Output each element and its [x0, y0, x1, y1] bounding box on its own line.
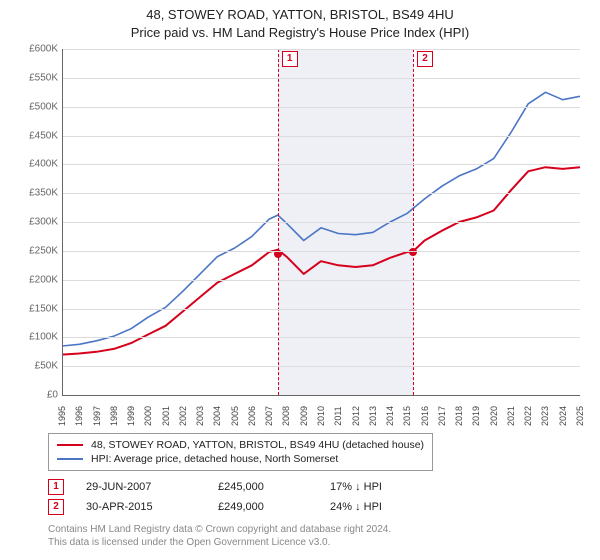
- x-tick-label: 2014: [385, 402, 395, 430]
- gridline: [62, 309, 580, 310]
- x-tick-label: 2016: [420, 402, 430, 430]
- y-tick-label: £350K: [12, 188, 58, 199]
- legend-swatch-property: [57, 444, 83, 446]
- event-row: 2 30-APR-2015 £249,000 24% ↓ HPI: [48, 497, 588, 517]
- y-axis: [62, 49, 63, 395]
- legend-row: 48, STOWEY ROAD, YATTON, BRISTOL, BS49 4…: [57, 438, 424, 452]
- x-tick-label: 2012: [351, 402, 361, 430]
- y-tick-label: £500K: [12, 101, 58, 112]
- footnote: Contains HM Land Registry data © Crown c…: [48, 523, 588, 549]
- x-tick-label: 2007: [264, 402, 274, 430]
- x-tick-label: 2010: [316, 402, 326, 430]
- gridline: [62, 337, 580, 338]
- event-price: £245,000: [218, 481, 308, 493]
- gridline: [62, 222, 580, 223]
- y-tick-label: £600K: [12, 44, 58, 55]
- x-tick-label: 2002: [178, 402, 188, 430]
- x-tick-label: 2008: [281, 402, 291, 430]
- gridline: [62, 251, 580, 252]
- gridline: [62, 164, 580, 165]
- sale-events: 1 29-JUN-2007 £245,000 17% ↓ HPI 2 30-AP…: [48, 477, 588, 517]
- event-delta: 24% ↓ HPI: [330, 501, 430, 513]
- series-property: [62, 167, 580, 354]
- x-tick-label: 1996: [74, 402, 84, 430]
- gridline: [62, 107, 580, 108]
- x-tick-label: 2009: [299, 402, 309, 430]
- legend-swatch-hpi: [57, 458, 83, 460]
- event-marker-1: 1: [48, 479, 64, 495]
- x-tick-label: 2023: [540, 402, 550, 430]
- x-tick-label: 2017: [437, 402, 447, 430]
- y-tick-label: £0: [12, 390, 58, 401]
- x-tick-label: 2018: [454, 402, 464, 430]
- title-line2: Price paid vs. HM Land Registry's House …: [12, 24, 588, 42]
- x-tick-label: 2005: [230, 402, 240, 430]
- y-tick-label: £50K: [12, 361, 58, 372]
- event-delta: 17% ↓ HPI: [330, 481, 430, 493]
- chart-title: 48, STOWEY ROAD, YATTON, BRISTOL, BS49 4…: [12, 6, 588, 41]
- x-tick-label: 2001: [161, 402, 171, 430]
- gridline: [62, 395, 580, 396]
- event-row: 1 29-JUN-2007 £245,000 17% ↓ HPI: [48, 477, 588, 497]
- x-tick-label: 2000: [143, 402, 153, 430]
- gridline: [62, 280, 580, 281]
- x-tick-label: 2003: [195, 402, 205, 430]
- x-tick-label: 1995: [57, 402, 67, 430]
- x-tick-label: 2013: [368, 402, 378, 430]
- gridline: [62, 49, 580, 50]
- x-tick-label: 2004: [212, 402, 222, 430]
- x-tick-label: 1998: [109, 402, 119, 430]
- event-date: 30-APR-2015: [86, 501, 196, 513]
- legend-row: HPI: Average price, detached house, Nort…: [57, 452, 424, 466]
- gridline: [62, 193, 580, 194]
- footnote-line: Contains HM Land Registry data © Crown c…: [48, 523, 588, 536]
- x-tick-label: 2025: [575, 402, 585, 430]
- x-tick-label: 2022: [523, 402, 533, 430]
- legend-label: 48, STOWEY ROAD, YATTON, BRISTOL, BS49 4…: [91, 439, 424, 451]
- gridline: [62, 78, 580, 79]
- x-tick-label: 2011: [333, 402, 343, 430]
- chart-area: 1 2 £0 £50K £100K £150K £200K £250K £300K £350K £…: [12, 45, 588, 425]
- footnote-line: This data is licensed under the Open Gov…: [48, 536, 588, 549]
- x-tick-label: 2021: [506, 402, 516, 430]
- event-date: 29-JUN-2007: [86, 481, 196, 493]
- sale-marker-box: 1: [282, 51, 298, 67]
- y-tick-label: £200K: [12, 274, 58, 285]
- title-line1: 48, STOWEY ROAD, YATTON, BRISTOL, BS49 4…: [12, 6, 588, 24]
- gridline: [62, 136, 580, 137]
- y-tick-label: £100K: [12, 332, 58, 343]
- y-tick-label: £550K: [12, 72, 58, 83]
- y-tick-label: £300K: [12, 217, 58, 228]
- x-tick-label: 2019: [471, 402, 481, 430]
- y-tick-label: £150K: [12, 303, 58, 314]
- x-tick-label: 2015: [402, 402, 412, 430]
- x-tick-label: 2006: [247, 402, 257, 430]
- x-tick-label: 1999: [126, 402, 136, 430]
- sale-marker-box: 2: [417, 51, 433, 67]
- x-tick-label: 2020: [489, 402, 499, 430]
- event-price: £249,000: [218, 501, 308, 513]
- gridline: [62, 366, 580, 367]
- x-tick-label: 2024: [558, 402, 568, 430]
- legend: 48, STOWEY ROAD, YATTON, BRISTOL, BS49 4…: [48, 433, 433, 471]
- event-marker-2: 2: [48, 499, 64, 515]
- legend-label: HPI: Average price, detached house, Nort…: [91, 453, 338, 465]
- y-tick-label: £400K: [12, 159, 58, 170]
- y-tick-label: £450K: [12, 130, 58, 141]
- y-tick-label: £250K: [12, 245, 58, 256]
- x-tick-label: 1997: [92, 402, 102, 430]
